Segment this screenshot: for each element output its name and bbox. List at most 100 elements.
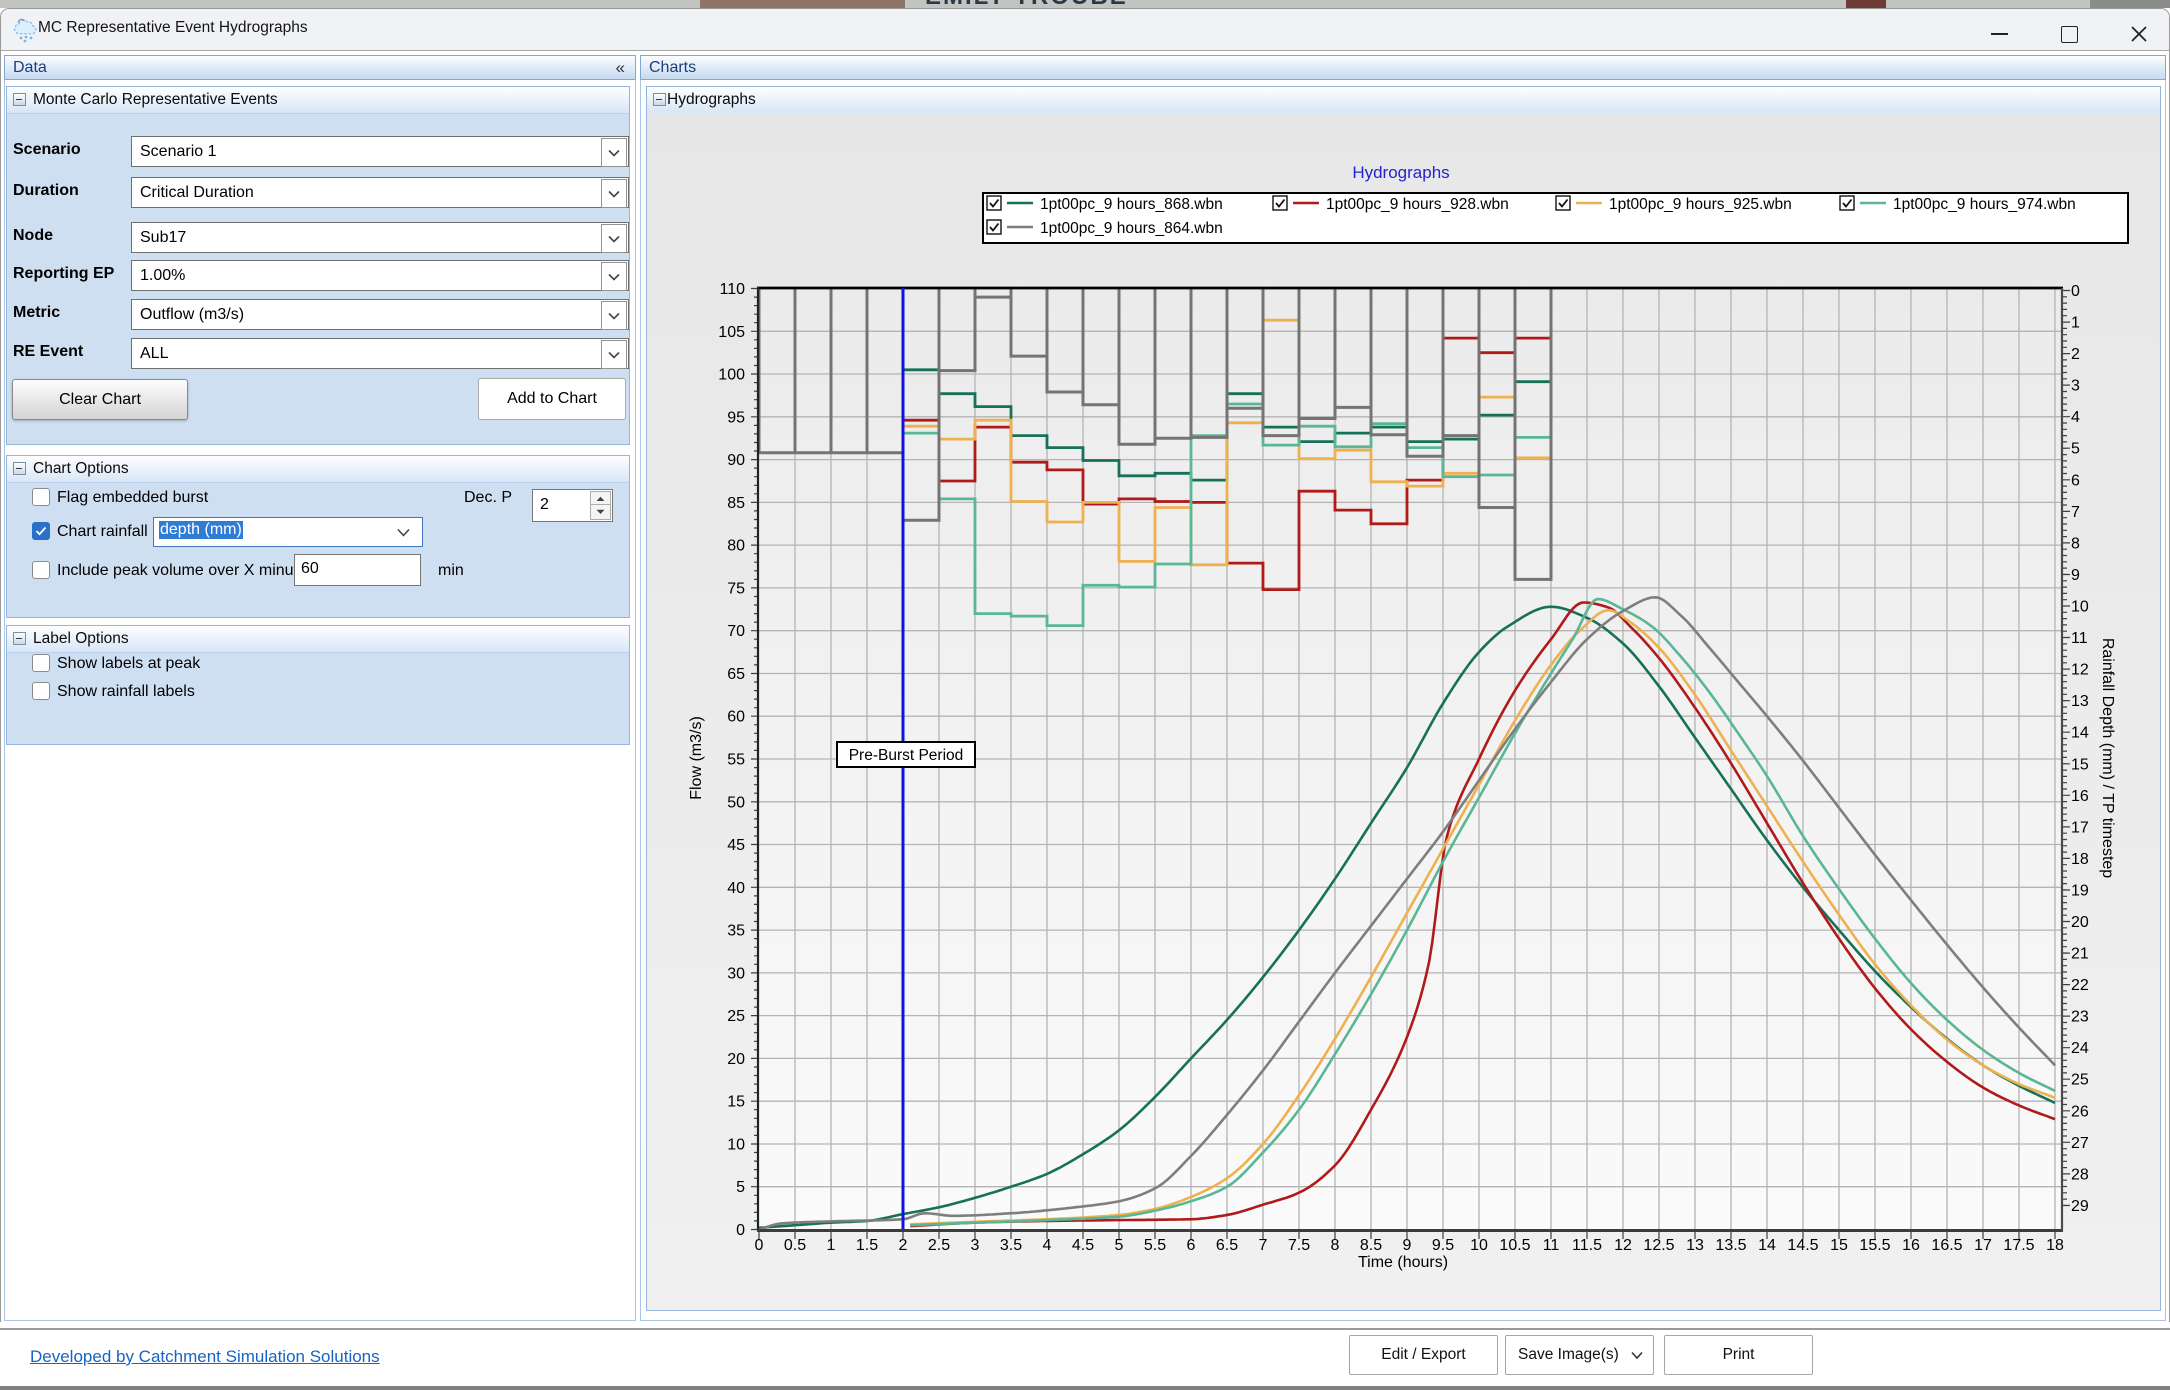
svg-text:110: 110 bbox=[719, 281, 745, 298]
svg-text:45: 45 bbox=[727, 837, 745, 854]
svg-text:11.5: 11.5 bbox=[1572, 1237, 1602, 1254]
svg-text:2: 2 bbox=[899, 1237, 908, 1254]
svg-text:17: 17 bbox=[1974, 1237, 1992, 1254]
svg-text:Rainfall Depth (mm) / TP times: Rainfall Depth (mm) / TP timestep bbox=[2099, 638, 2116, 878]
svg-text:1: 1 bbox=[827, 1237, 836, 1254]
svg-text:2: 2 bbox=[2071, 346, 2080, 363]
svg-text:11: 11 bbox=[1543, 1237, 1560, 1254]
svg-text:16: 16 bbox=[2071, 788, 2089, 805]
svg-text:10: 10 bbox=[727, 1137, 745, 1154]
svg-text:28: 28 bbox=[2071, 1166, 2089, 1183]
svg-text:15: 15 bbox=[2071, 756, 2089, 773]
svg-text:4: 4 bbox=[2071, 409, 2080, 426]
svg-text:5: 5 bbox=[736, 1179, 745, 1196]
svg-text:85: 85 bbox=[727, 495, 745, 512]
svg-text:0: 0 bbox=[736, 1222, 745, 1239]
svg-text:15.5: 15.5 bbox=[1859, 1237, 1890, 1254]
svg-text:13: 13 bbox=[1686, 1237, 1704, 1254]
svg-text:10: 10 bbox=[2071, 599, 2089, 616]
svg-text:15: 15 bbox=[727, 1094, 745, 1111]
svg-text:1pt00pc_9 hours_928.wbn: 1pt00pc_9 hours_928.wbn bbox=[1326, 196, 1509, 213]
svg-text:18: 18 bbox=[2071, 851, 2089, 868]
svg-text:6: 6 bbox=[2071, 472, 2080, 489]
svg-text:35: 35 bbox=[727, 923, 745, 940]
svg-text:19: 19 bbox=[2071, 883, 2089, 900]
svg-text:0: 0 bbox=[755, 1237, 764, 1254]
svg-text:29: 29 bbox=[2071, 1198, 2089, 1215]
svg-text:11: 11 bbox=[2071, 630, 2088, 647]
svg-text:6.5: 6.5 bbox=[1216, 1237, 1238, 1254]
svg-text:55: 55 bbox=[727, 752, 745, 769]
svg-text:7: 7 bbox=[1259, 1237, 1268, 1254]
svg-text:1pt00pc_9 hours_974.wbn: 1pt00pc_9 hours_974.wbn bbox=[1893, 196, 2076, 213]
svg-text:3: 3 bbox=[2071, 378, 2080, 395]
svg-text:8: 8 bbox=[1331, 1237, 1340, 1254]
svg-text:9.5: 9.5 bbox=[1432, 1237, 1454, 1254]
svg-text:1: 1 bbox=[2071, 315, 2080, 332]
svg-text:30: 30 bbox=[727, 965, 745, 982]
svg-text:16: 16 bbox=[1902, 1237, 1920, 1254]
svg-text:Hydrographs: Hydrographs bbox=[1352, 163, 1449, 182]
svg-text:20: 20 bbox=[727, 1051, 745, 1068]
svg-text:25: 25 bbox=[727, 1008, 745, 1025]
svg-text:40: 40 bbox=[727, 880, 745, 897]
svg-text:1.5: 1.5 bbox=[856, 1237, 878, 1254]
svg-text:14.5: 14.5 bbox=[1787, 1237, 1818, 1254]
svg-text:25: 25 bbox=[2071, 1072, 2089, 1089]
svg-text:4.5: 4.5 bbox=[1072, 1237, 1094, 1254]
svg-text:23: 23 bbox=[2071, 1009, 2089, 1026]
svg-text:80: 80 bbox=[727, 538, 745, 555]
svg-text:16.5: 16.5 bbox=[1931, 1237, 1962, 1254]
svg-text:7.5: 7.5 bbox=[1288, 1237, 1310, 1254]
svg-text:12.5: 12.5 bbox=[1643, 1237, 1674, 1254]
svg-text:100: 100 bbox=[718, 367, 745, 384]
svg-text:95: 95 bbox=[727, 409, 745, 426]
svg-text:10.5: 10.5 bbox=[1499, 1237, 1530, 1254]
svg-text:22: 22 bbox=[2071, 977, 2089, 994]
svg-text:8: 8 bbox=[2071, 535, 2080, 552]
svg-text:0: 0 bbox=[2071, 283, 2080, 300]
svg-text:2.5: 2.5 bbox=[928, 1237, 950, 1254]
svg-text:5: 5 bbox=[2071, 441, 2080, 458]
svg-text:Pre-Burst Period: Pre-Burst Period bbox=[849, 747, 964, 764]
svg-text:50: 50 bbox=[727, 794, 745, 811]
svg-text:60: 60 bbox=[727, 709, 745, 726]
svg-text:12: 12 bbox=[2071, 662, 2089, 679]
svg-text:10: 10 bbox=[1470, 1237, 1488, 1254]
svg-text:3: 3 bbox=[971, 1237, 980, 1254]
svg-text:Flow (m3/s): Flow (m3/s) bbox=[688, 716, 705, 800]
svg-text:7: 7 bbox=[2071, 504, 2080, 521]
svg-text:13: 13 bbox=[2071, 693, 2089, 710]
svg-text:13.5: 13.5 bbox=[1715, 1237, 1746, 1254]
svg-text:3.5: 3.5 bbox=[1000, 1237, 1022, 1254]
svg-text:Time (hours): Time (hours) bbox=[1358, 1254, 1448, 1271]
svg-text:12: 12 bbox=[1614, 1237, 1632, 1254]
svg-text:1pt00pc_9 hours_868.wbn: 1pt00pc_9 hours_868.wbn bbox=[1040, 196, 1223, 213]
svg-text:5: 5 bbox=[1115, 1237, 1124, 1254]
svg-text:21: 21 bbox=[2071, 946, 2089, 963]
svg-text:15: 15 bbox=[1830, 1237, 1848, 1254]
svg-text:27: 27 bbox=[2071, 1135, 2089, 1152]
svg-text:4: 4 bbox=[1043, 1237, 1052, 1254]
svg-text:14: 14 bbox=[2071, 725, 2089, 742]
svg-text:105: 105 bbox=[718, 324, 745, 341]
svg-text:20: 20 bbox=[2071, 914, 2089, 931]
svg-text:90: 90 bbox=[727, 452, 745, 469]
svg-text:9: 9 bbox=[2071, 567, 2080, 584]
svg-text:65: 65 bbox=[727, 666, 745, 683]
svg-text:24: 24 bbox=[2071, 1040, 2089, 1057]
svg-text:0.5: 0.5 bbox=[784, 1237, 806, 1254]
svg-text:17: 17 bbox=[2071, 819, 2089, 836]
svg-text:1pt00pc_9 hours_925.wbn: 1pt00pc_9 hours_925.wbn bbox=[1609, 196, 1792, 213]
svg-text:70: 70 bbox=[727, 623, 745, 640]
svg-text:9: 9 bbox=[1403, 1237, 1412, 1254]
svg-text:18: 18 bbox=[2046, 1237, 2064, 1254]
svg-text:75: 75 bbox=[727, 580, 745, 597]
svg-text:26: 26 bbox=[2071, 1103, 2089, 1120]
svg-text:1pt00pc_9 hours_864.wbn: 1pt00pc_9 hours_864.wbn bbox=[1040, 220, 1223, 237]
svg-text:8.5: 8.5 bbox=[1360, 1237, 1382, 1254]
svg-text:5.5: 5.5 bbox=[1144, 1237, 1166, 1254]
svg-text:17.5: 17.5 bbox=[2003, 1237, 2034, 1254]
svg-text:14: 14 bbox=[1758, 1237, 1776, 1254]
svg-text:6: 6 bbox=[1187, 1237, 1196, 1254]
